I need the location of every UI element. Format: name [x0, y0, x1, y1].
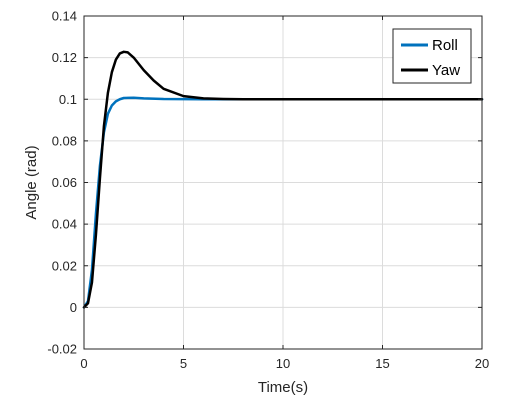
legend-box	[392, 28, 472, 84]
legend-label-roll: Roll	[432, 37, 458, 54]
y-tick-label: 0.08	[52, 133, 77, 148]
y-tick-label: 0.02	[52, 258, 77, 273]
x-tick-label: 10	[276, 356, 290, 371]
series-layer	[82, 50, 484, 309]
x-tick-label: 5	[180, 356, 187, 371]
y-tick-label: -0.02	[47, 342, 77, 357]
series-line-yaw	[82, 50, 484, 309]
series-line-roll	[82, 96, 484, 309]
y-tick-label: 0.1	[59, 92, 77, 107]
x-tick-label: 0	[80, 356, 87, 371]
tick-labels: 0 5 10 15 20-0.0200.020.040.060.080.10.120.1…	[47, 9, 489, 372]
legend-label-yaw: Yaw	[432, 62, 460, 79]
y-tick-label: 0.14	[52, 9, 77, 24]
legend: Roll Yaw	[392, 28, 472, 84]
y-tick-label: 0.04	[52, 217, 77, 232]
y-tick-label: 0.06	[52, 175, 77, 190]
x-tick-label: 15	[375, 356, 389, 371]
y-tick-label: 0	[70, 300, 77, 315]
ticks	[83, 15, 483, 350]
y-axis-label: Angle (rad)	[23, 145, 40, 219]
x-axis-label: Time(s)	[258, 379, 308, 396]
x-tick-label: 20	[475, 356, 489, 371]
y-tick-label: 0.12	[52, 50, 77, 65]
